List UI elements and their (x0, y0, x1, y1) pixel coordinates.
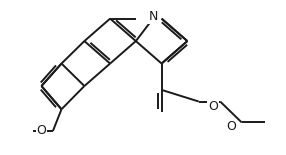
Text: O: O (37, 124, 46, 137)
Text: N: N (148, 10, 158, 23)
Text: O: O (227, 120, 237, 133)
Text: O: O (208, 100, 218, 113)
